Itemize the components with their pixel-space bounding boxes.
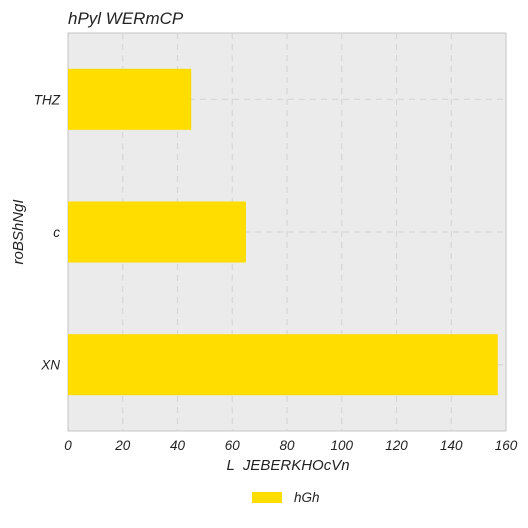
y-axis-label: roBShNgI — [10, 199, 27, 264]
legend-label: hGh — [294, 490, 320, 505]
x-tick-label: 40 — [170, 438, 186, 453]
x-tick-label: 160 — [495, 438, 518, 453]
x-tick-label: 20 — [114, 438, 131, 453]
x-tick-label: 0 — [64, 438, 72, 453]
legend-swatch — [252, 492, 282, 503]
y-tick-label: c — [53, 225, 60, 240]
x-axis-ticks: 0 20 40 60 80 100 120 140 160 — [64, 438, 518, 453]
x-tick-label: 140 — [440, 438, 463, 453]
bars — [68, 68, 498, 396]
bar-THZ — [68, 68, 192, 130]
x-tick-label: 60 — [225, 438, 241, 453]
x-tick-label: 120 — [385, 438, 408, 453]
bar-XN — [68, 334, 498, 396]
legend: hGh — [252, 490, 320, 505]
y-tick-label: XN — [40, 358, 60, 373]
y-tick-label: THZ — [34, 92, 61, 107]
chart-title: hPyl WERmCP — [68, 9, 184, 28]
y-axis-ticks: XN c THZ — [34, 92, 61, 372]
x-axis-label: L JEBERKHOcVn — [226, 457, 349, 474]
bar-c — [68, 201, 246, 263]
x-tick-label: 80 — [279, 438, 295, 453]
x-tick-label: 100 — [330, 438, 353, 453]
